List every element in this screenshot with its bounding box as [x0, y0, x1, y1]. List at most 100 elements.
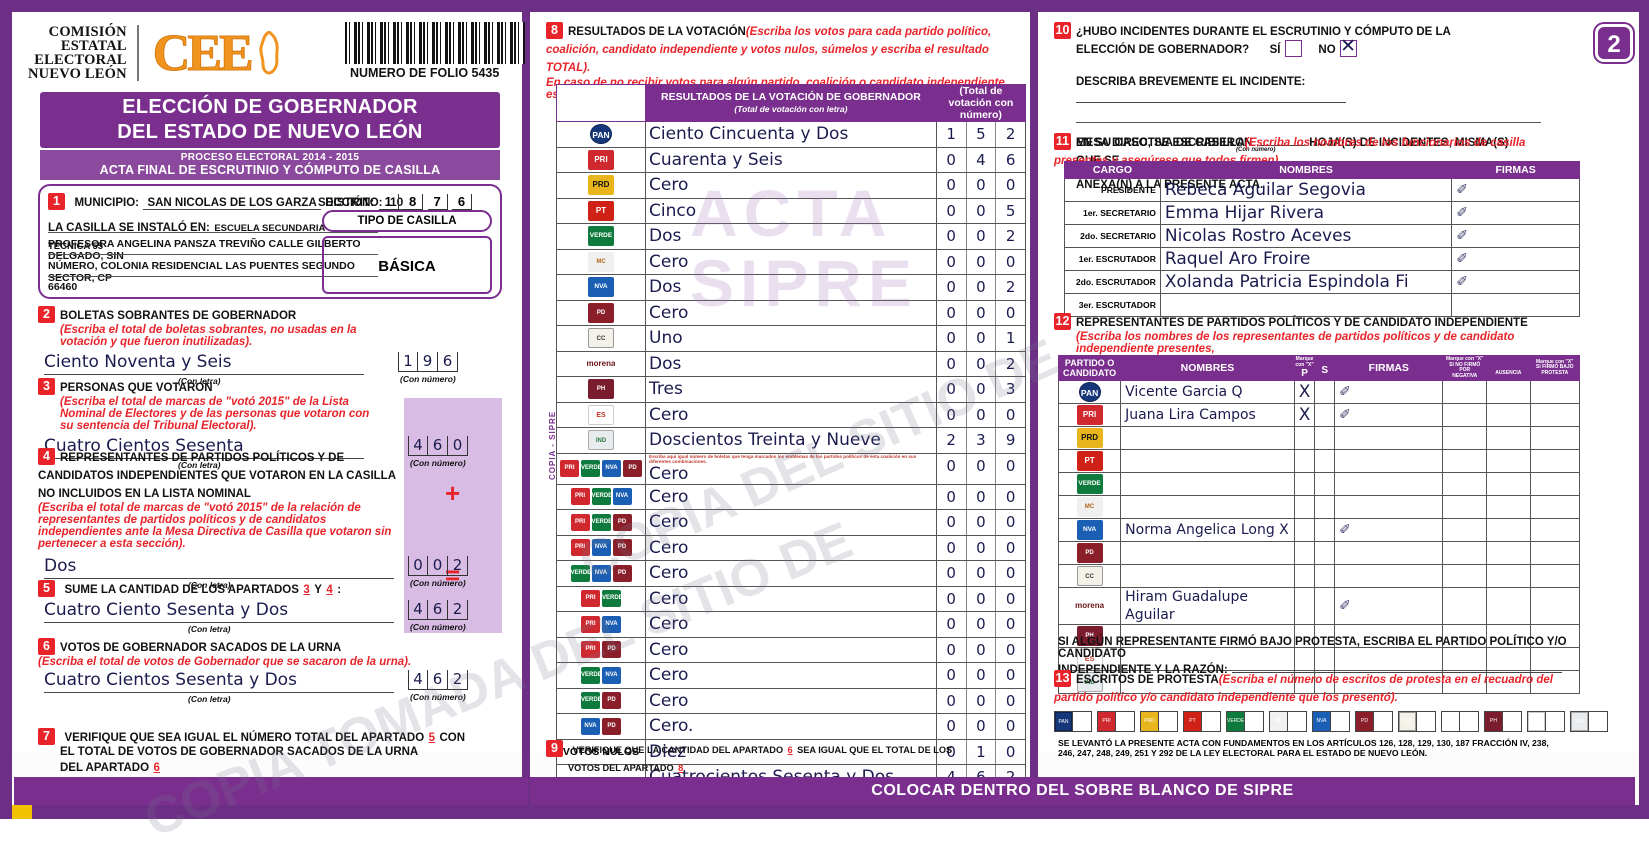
votes-row-letra-cell[interactable]: Cero — [645, 636, 937, 663]
rep-firma-cell[interactable] — [1334, 449, 1444, 473]
mesa-nombre-cell[interactable] — [1159, 293, 1453, 317]
rep-firma-cell[interactable]: ✐︎ — [1334, 380, 1444, 404]
rep-nombre-cell[interactable]: Vicente Garcia Q — [1120, 380, 1295, 404]
votes-row-letra-cell[interactable]: Escriba aquí igual número de boletas que… — [645, 452, 937, 485]
tipo-casilla-value[interactable]: BÁSICA — [322, 236, 492, 294]
mesa-nombre-cell[interactable]: Raquel Aro Froire — [1159, 247, 1453, 271]
votes-row-letra-cell[interactable]: Dos — [645, 274, 937, 301]
protest-box-cc[interactable]: CC — [1398, 711, 1436, 732]
mesa-firma-cell[interactable]: ✐︎ — [1451, 270, 1580, 294]
rep-firma-cell[interactable] — [1334, 541, 1444, 565]
protest-box-pt[interactable]: PT — [1183, 711, 1221, 732]
votes-row-letra-cell[interactable]: Cero — [645, 248, 937, 275]
protest-box-mc[interactable]: MC — [1269, 711, 1307, 732]
rep-s-cell[interactable] — [1314, 564, 1336, 588]
mesa-nombre-cell[interactable]: Emma Hijar Rivera — [1159, 201, 1453, 225]
section-3-value-letra[interactable]: Cuatro Cientos Sesenta — [44, 436, 364, 459]
rep-protesta-cell[interactable] — [1529, 564, 1581, 588]
rep-nombre-cell[interactable] — [1120, 564, 1295, 588]
municipio-value[interactable]: SAN NICOLAS DE LOS GARZA — [143, 197, 321, 210]
protest-box-pes[interactable]: ES — [1527, 711, 1565, 732]
rep-p-cell[interactable] — [1293, 587, 1316, 625]
rep-negativa-cell[interactable] — [1442, 647, 1487, 671]
section-5-value-letra[interactable]: Cuatro Ciento Sesenta y Dos — [44, 600, 394, 623]
section-6-value-letra[interactable]: Cuatro Cientos Sesenta y Dos — [44, 670, 394, 693]
votes-row-letra-cell[interactable]: Cero — [645, 509, 937, 536]
rep-ausencia-cell[interactable] — [1486, 472, 1531, 496]
protest-input-pan[interactable] — [1072, 712, 1091, 731]
protest-input-mc[interactable] — [1287, 712, 1306, 731]
seccion-digits[interactable]: 1 8 7 6 — [378, 193, 473, 211]
mesa-nombre-cell[interactable]: Xolanda Patricia Espindola Fi — [1159, 270, 1453, 294]
rep-nombre-cell[interactable]: Norma Angelica Long X — [1120, 518, 1295, 542]
rep-negativa-cell[interactable] — [1442, 587, 1487, 625]
votes-row-letra-cell[interactable]: Cuarenta y Seis — [645, 146, 937, 173]
votes-row-letra-cell[interactable]: Ciento Cincuenta y Dos — [645, 121, 937, 148]
protest-input-pvem[interactable] — [1244, 712, 1263, 731]
protest-input-ph[interactable] — [1502, 712, 1521, 731]
rep-negativa-cell[interactable] — [1442, 670, 1487, 694]
rep-p-cell[interactable] — [1293, 449, 1316, 473]
rep-ausencia-cell[interactable] — [1486, 518, 1531, 542]
rep-firma-cell[interactable]: ✐︎ — [1334, 518, 1444, 542]
protest-box-pri[interactable]: PRI — [1097, 711, 1135, 732]
rep-s-cell[interactable] — [1314, 472, 1336, 496]
rep-negativa-cell[interactable] — [1442, 495, 1487, 519]
protest-box-panal[interactable]: NVA — [1312, 711, 1350, 732]
rep-p-cell[interactable] — [1293, 518, 1316, 542]
rep-s-cell[interactable] — [1314, 449, 1336, 473]
rep-ausencia-cell[interactable] — [1486, 426, 1531, 450]
protest-input-morena[interactable] — [1459, 712, 1478, 731]
distrito-value[interactable]: 10 — [386, 195, 407, 210]
rep-nombre-cell[interactable] — [1120, 670, 1295, 694]
rep-s-cell[interactable] — [1314, 541, 1336, 565]
votes-row-letra-cell[interactable]: Cero — [645, 483, 937, 510]
rep-s-cell[interactable] — [1314, 380, 1336, 404]
rep-ausencia-cell[interactable] — [1486, 587, 1531, 625]
votes-row-letra-cell[interactable]: Cero — [645, 611, 937, 638]
rep-ausencia-cell[interactable] — [1486, 495, 1531, 519]
rep-ausencia-cell[interactable] — [1486, 380, 1531, 404]
rep-s-cell[interactable] — [1314, 403, 1336, 427]
rep-ausencia-cell[interactable] — [1486, 564, 1531, 588]
votes-row-letra-cell[interactable]: Dos — [645, 223, 937, 250]
rep-firma-cell[interactable] — [1334, 670, 1444, 694]
address-line-4[interactable]: 66460 — [48, 281, 78, 293]
address-line-2[interactable]: PROFESORA ANGELINA PANSZA TREVIÑO CALLE … — [48, 238, 361, 262]
rep-nombre-cell[interactable] — [1120, 495, 1295, 519]
votes-row-letra-cell[interactable]: Cero — [645, 401, 937, 428]
protesta-razon-input[interactable] — [1232, 672, 1563, 673]
section-4-value-numero[interactable]: 0 0 2 — [408, 556, 468, 576]
mesa-firma-cell[interactable]: ✐︎ — [1451, 247, 1580, 271]
rep-p-cell[interactable] — [1293, 495, 1316, 519]
section-6-value-numero[interactable]: 4 6 2 — [408, 670, 468, 690]
rep-p-cell[interactable] — [1293, 426, 1316, 450]
rep-protesta-cell[interactable] — [1529, 541, 1581, 565]
rep-p-cell[interactable]: X — [1293, 380, 1316, 404]
mesa-firma-cell[interactable] — [1451, 293, 1580, 317]
